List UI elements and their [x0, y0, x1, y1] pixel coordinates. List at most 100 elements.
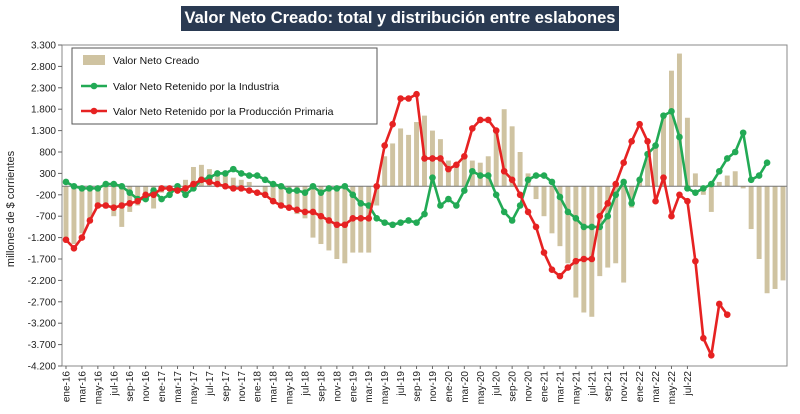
- data-point: [700, 185, 707, 192]
- data-point: [86, 185, 94, 192]
- y-tick-label: 1.800: [31, 105, 56, 116]
- data-point: [413, 90, 420, 98]
- data-point: [118, 202, 126, 209]
- bar: [724, 175, 730, 187]
- data-point: [612, 180, 620, 188]
- bar: [398, 128, 404, 187]
- data-point: [668, 108, 675, 115]
- y-tick-label: -2.200: [28, 276, 57, 287]
- legend-label: Valor Neto Creado: [113, 55, 199, 67]
- bar: [549, 186, 555, 234]
- bar: [533, 186, 539, 200]
- x-tick-label: sep-20: [508, 371, 519, 402]
- bar: [732, 171, 738, 187]
- data-point: [373, 182, 380, 190]
- data-point: [492, 191, 500, 199]
- data-point: [612, 191, 620, 199]
- data-point: [70, 182, 78, 190]
- data-point: [341, 221, 349, 229]
- data-point: [708, 180, 715, 188]
- data-point: [166, 191, 173, 199]
- plot-area: 3.300 2.800 2.300 1.800 1.300 800 300 -200 -700 -…: [28, 41, 788, 405]
- data-point: [469, 125, 476, 132]
- bar: [445, 160, 451, 187]
- data-point: [580, 223, 588, 231]
- x-tick-label: jul-19: [396, 371, 407, 397]
- bar: [127, 186, 133, 212]
- x-tick-label: mar-17: [173, 371, 184, 403]
- data-point: [437, 155, 444, 162]
- legend-swatch: [83, 55, 105, 65]
- data-point: [237, 170, 245, 177]
- data-point: [715, 300, 723, 308]
- y-tick-label: 2.300: [31, 83, 56, 94]
- y-tick-label: -4.200: [28, 362, 57, 373]
- data-point: [684, 185, 691, 192]
- data-point: [564, 264, 572, 271]
- data-point: [110, 204, 118, 211]
- x-tick-label: may-17: [189, 371, 200, 405]
- data-point: [381, 142, 388, 149]
- bar: [230, 177, 236, 187]
- bar: [676, 53, 682, 187]
- x-tick-label: ene-18: [253, 371, 264, 403]
- data-point: [556, 193, 564, 201]
- bar: [541, 186, 547, 217]
- data-point: [253, 172, 261, 179]
- data-point: [158, 195, 165, 203]
- data-point: [277, 182, 285, 190]
- data-point: [429, 174, 436, 181]
- bar: [772, 186, 778, 289]
- bar: [406, 134, 412, 187]
- bar: [390, 143, 396, 187]
- data-point: [325, 217, 333, 224]
- bar: [278, 186, 284, 206]
- bar: [183, 179, 188, 187]
- data-point: [174, 187, 181, 194]
- data-point: [620, 178, 627, 186]
- x-tick-label: may-20: [476, 371, 487, 405]
- data-point: [644, 138, 651, 145]
- data-point: [86, 217, 94, 224]
- y-tick-label: -200: [36, 190, 56, 201]
- data-point: [652, 197, 659, 205]
- data-point: [524, 176, 532, 184]
- data-point: [397, 95, 404, 102]
- data-point: [102, 202, 110, 209]
- data-point: [126, 189, 134, 196]
- data-point: [269, 180, 277, 188]
- data-point: [636, 120, 643, 128]
- data-point: [660, 174, 667, 181]
- data-point: [692, 189, 699, 196]
- data-point: [285, 204, 293, 211]
- bar: [302, 186, 308, 219]
- data-point: [437, 202, 444, 209]
- x-tick-label: ene-17: [157, 371, 168, 403]
- data-point: [676, 133, 683, 141]
- bar: [581, 186, 587, 313]
- data-point: [150, 191, 157, 199]
- bar: [653, 143, 659, 187]
- data-point: [293, 206, 301, 214]
- y-tick-label: -3.200: [28, 319, 57, 330]
- data-point: [317, 189, 325, 196]
- data-point: [532, 223, 540, 231]
- data-point: [508, 217, 516, 224]
- data-point: [660, 112, 667, 119]
- x-tick-label: ene-19: [348, 371, 359, 403]
- bar: [95, 186, 101, 208]
- data-point: [142, 191, 149, 199]
- bar: [382, 156, 388, 187]
- bar: [517, 152, 523, 187]
- data-point: [715, 167, 723, 175]
- x-tick-label: ene-22: [635, 371, 646, 403]
- bar: [684, 117, 690, 187]
- x-tick-label: ene-21: [540, 371, 551, 403]
- x-tick-label: may-19: [380, 371, 391, 405]
- data-point: [755, 172, 763, 179]
- x-tick-label: sep-19: [412, 371, 423, 402]
- data-point: [357, 215, 365, 222]
- x-tick-label: sep-21: [603, 371, 614, 402]
- bar: [461, 158, 467, 187]
